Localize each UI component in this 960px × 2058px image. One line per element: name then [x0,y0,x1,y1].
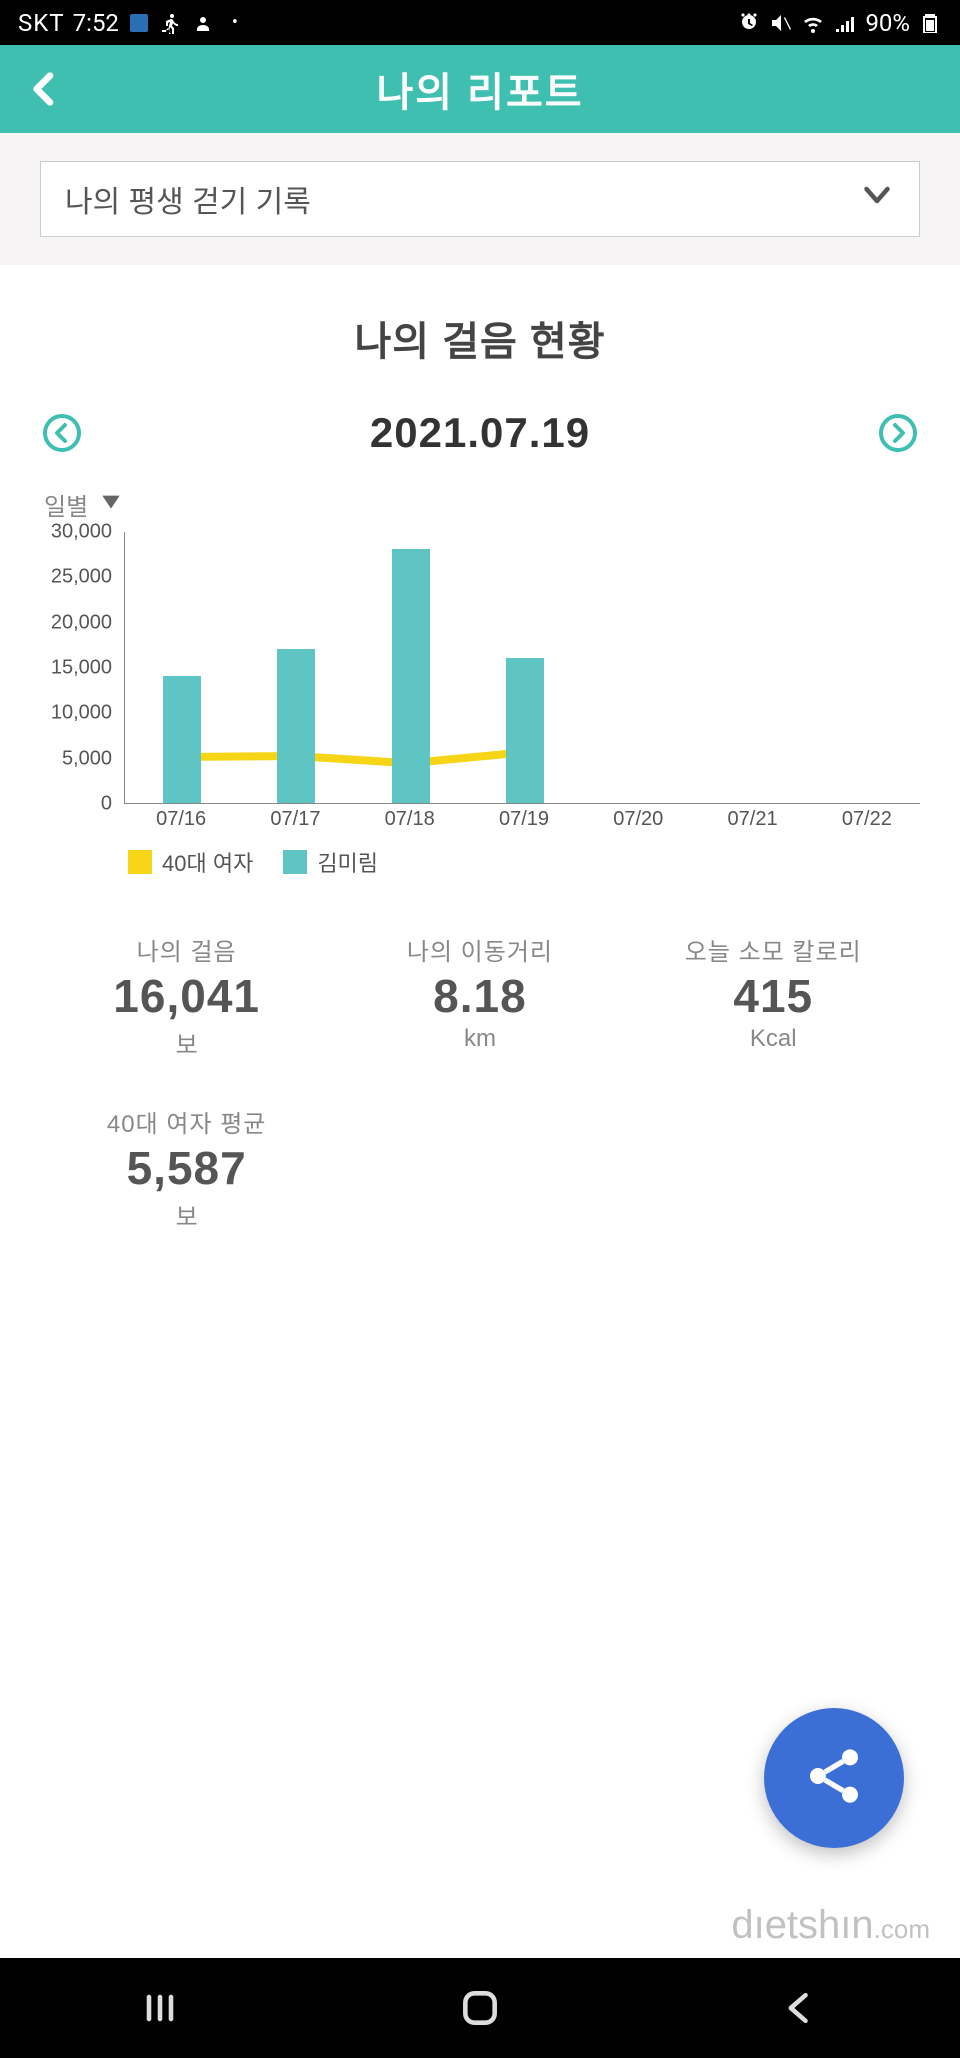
chart-bar [163,676,201,803]
watermark-main: dıetshın [731,1903,873,1947]
legend-label: 김미림 [317,846,378,878]
chart-bar [277,649,315,803]
stat-card: 나의 걸음16,041보 [40,918,333,1090]
page-title: 나의 리포트 [376,60,583,118]
y-tick-label: 30,000 [51,521,112,544]
alarm-icon [737,11,761,35]
y-tick-label: 25,000 [51,566,112,589]
period-label: 일별 [44,487,88,522]
legend-swatch [283,850,307,874]
stat-card: 40대 여자 평균5,587보 [40,1090,333,1262]
report-dropdown-label: 나의 평생 걷기 기록 [65,177,311,221]
system-back-button[interactable] [770,1978,830,2038]
share-icon [802,1744,866,1813]
section-title: 나의 걸음 현황 [40,265,920,379]
stat-unit: km [333,1025,626,1053]
stat-value: 16,041 [40,969,333,1023]
x-tick-label: 07/19 [499,808,549,831]
x-tick-label: 07/17 [270,808,320,831]
watermark: dıetshın.com [731,1903,930,1948]
dot-icon: • [223,11,247,35]
home-button[interactable] [450,1978,510,2038]
mute-icon [769,11,793,35]
stat-value: 8.18 [333,969,626,1023]
y-tick-label: 15,000 [51,657,112,680]
legend-swatch [128,850,152,874]
x-tick-label: 07/16 [156,808,206,831]
app-indicator-icon [127,11,151,35]
running-icon [159,11,183,35]
stat-card: 나의 이동거리8.18km [333,918,626,1090]
share-button[interactable] [764,1708,904,1848]
stat-value: 5,587 [40,1141,333,1195]
x-tick-label: 07/21 [728,808,778,831]
person-icon [191,11,215,35]
chart-bar [506,658,544,803]
stat-label: 나의 걸음 [40,932,333,967]
next-date-button[interactable] [876,411,920,455]
stat-value: 415 [627,969,920,1023]
period-dropdown[interactable]: 일별 [44,487,920,522]
battery-pct: 90% [865,9,910,37]
prev-date-button[interactable] [40,411,84,455]
current-date: 2021.07.19 [370,409,590,457]
stat-label: 오늘 소모 칼로리 [627,932,920,967]
report-selector-section: 나의 평생 걷기 기록 [0,133,960,265]
chevron-down-icon [859,177,895,221]
steps-chart: 05,00010,00015,00020,00025,00030,000 07/… [44,532,920,832]
battery-icon [918,11,942,35]
triangle-down-icon [98,488,124,521]
recents-button[interactable] [130,1978,190,2038]
chart-bar [392,549,430,803]
legend-item: 김미림 [283,846,378,878]
stat-label: 40대 여자 평균 [40,1104,333,1139]
wifi-icon [801,11,825,35]
y-tick-label: 0 [101,793,112,816]
app-header: 나의 리포트 [0,45,960,133]
legend-item: 40대 여자 [128,846,253,878]
carrier-label: SKT [18,9,65,37]
chart-legend: 40대 여자 김미림 [128,846,920,878]
signal-icon [833,11,857,35]
legend-label: 40대 여자 [162,846,253,878]
y-tick-label: 5,000 [62,747,112,770]
stat-unit: Kcal [627,1025,920,1053]
stat-card: 오늘 소모 칼로리415Kcal [627,918,920,1090]
stat-label: 나의 이동거리 [333,932,626,967]
system-nav-bar [0,1958,960,2058]
x-tick-label: 07/20 [613,808,663,831]
watermark-ext: .com [874,1914,930,1944]
back-button[interactable] [20,64,70,114]
y-tick-label: 20,000 [51,611,112,634]
report-dropdown[interactable]: 나의 평생 걷기 기록 [40,161,920,237]
clock-time: 7:52 [73,9,119,37]
x-tick-label: 07/22 [842,808,892,831]
status-bar: SKT 7:52 • 90% [0,0,960,45]
stat-unit: 보 [40,1025,333,1060]
y-tick-label: 10,000 [51,702,112,725]
stat-unit: 보 [40,1197,333,1232]
chart-line [182,753,523,764]
x-tick-label: 07/18 [385,808,435,831]
